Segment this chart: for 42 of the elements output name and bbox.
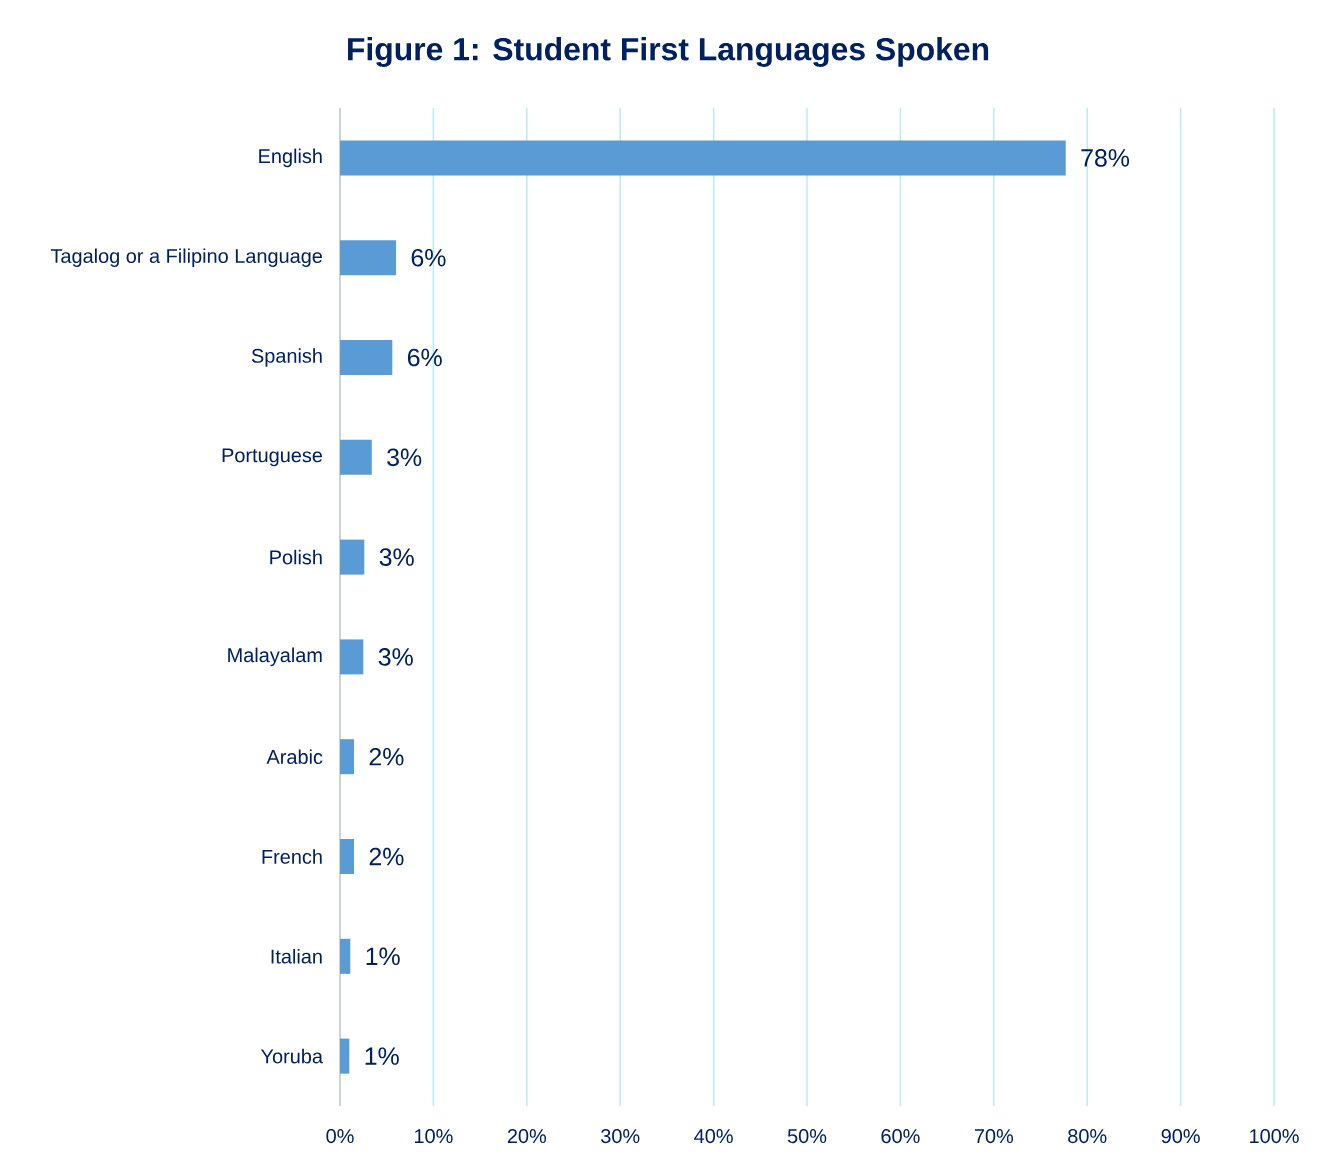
y-tick-label: English [259, 148, 322, 168]
x-tick-label: 0% [326, 1129, 354, 1144]
x-tick-label: 40% [694, 1129, 733, 1144]
chart-title: Figure 1: Student First Languages Spoken [348, 37, 989, 67]
bar [340, 1038, 350, 1074]
bar [340, 140, 1066, 176]
bar [340, 340, 393, 376]
x-tick-label: 60% [881, 1129, 920, 1144]
bar [340, 739, 355, 775]
x-tick-label: 70% [974, 1129, 1014, 1144]
data-label: 1% [366, 947, 400, 966]
data-label: 78% [1081, 149, 1130, 167]
data-label: 2% [369, 747, 404, 766]
data-label: 6% [407, 348, 442, 367]
bar [340, 839, 355, 875]
bar [340, 938, 351, 974]
bar [340, 439, 372, 475]
y-tick-label: Arabic [266, 749, 323, 765]
y-tick-label: Portuguese [222, 448, 323, 467]
bar [340, 240, 397, 276]
y-tick-label: Polish [270, 549, 322, 565]
x-tick-label: 20% [507, 1129, 547, 1144]
x-tick-label: 30% [601, 1129, 640, 1144]
y-tick-label: Tagalog or a Filipino Language [50, 248, 322, 267]
y-tick-label: Italian [271, 949, 322, 964]
x-tick-label: 80% [1068, 1129, 1107, 1144]
x-tick-label: 90% [1161, 1129, 1200, 1144]
data-label: 3% [378, 648, 413, 666]
y-tick-label: Yoruba [260, 1048, 323, 1064]
data-label: 2% [369, 847, 404, 866]
y-tick-label: Spanish [251, 348, 322, 367]
y-tick-label: Malayalam [228, 647, 322, 667]
data-label: 6% [411, 248, 446, 267]
data-label: 1% [365, 1047, 399, 1065]
data-label: 3% [387, 448, 422, 467]
bar [340, 639, 364, 675]
y-tick-label: French [262, 849, 322, 864]
x-tick-label: 10% [414, 1129, 453, 1144]
data-label: 3% [379, 548, 414, 566]
bar [340, 539, 365, 575]
x-tick-label: 100% [1250, 1129, 1299, 1144]
x-tick-label: 50% [787, 1129, 827, 1144]
